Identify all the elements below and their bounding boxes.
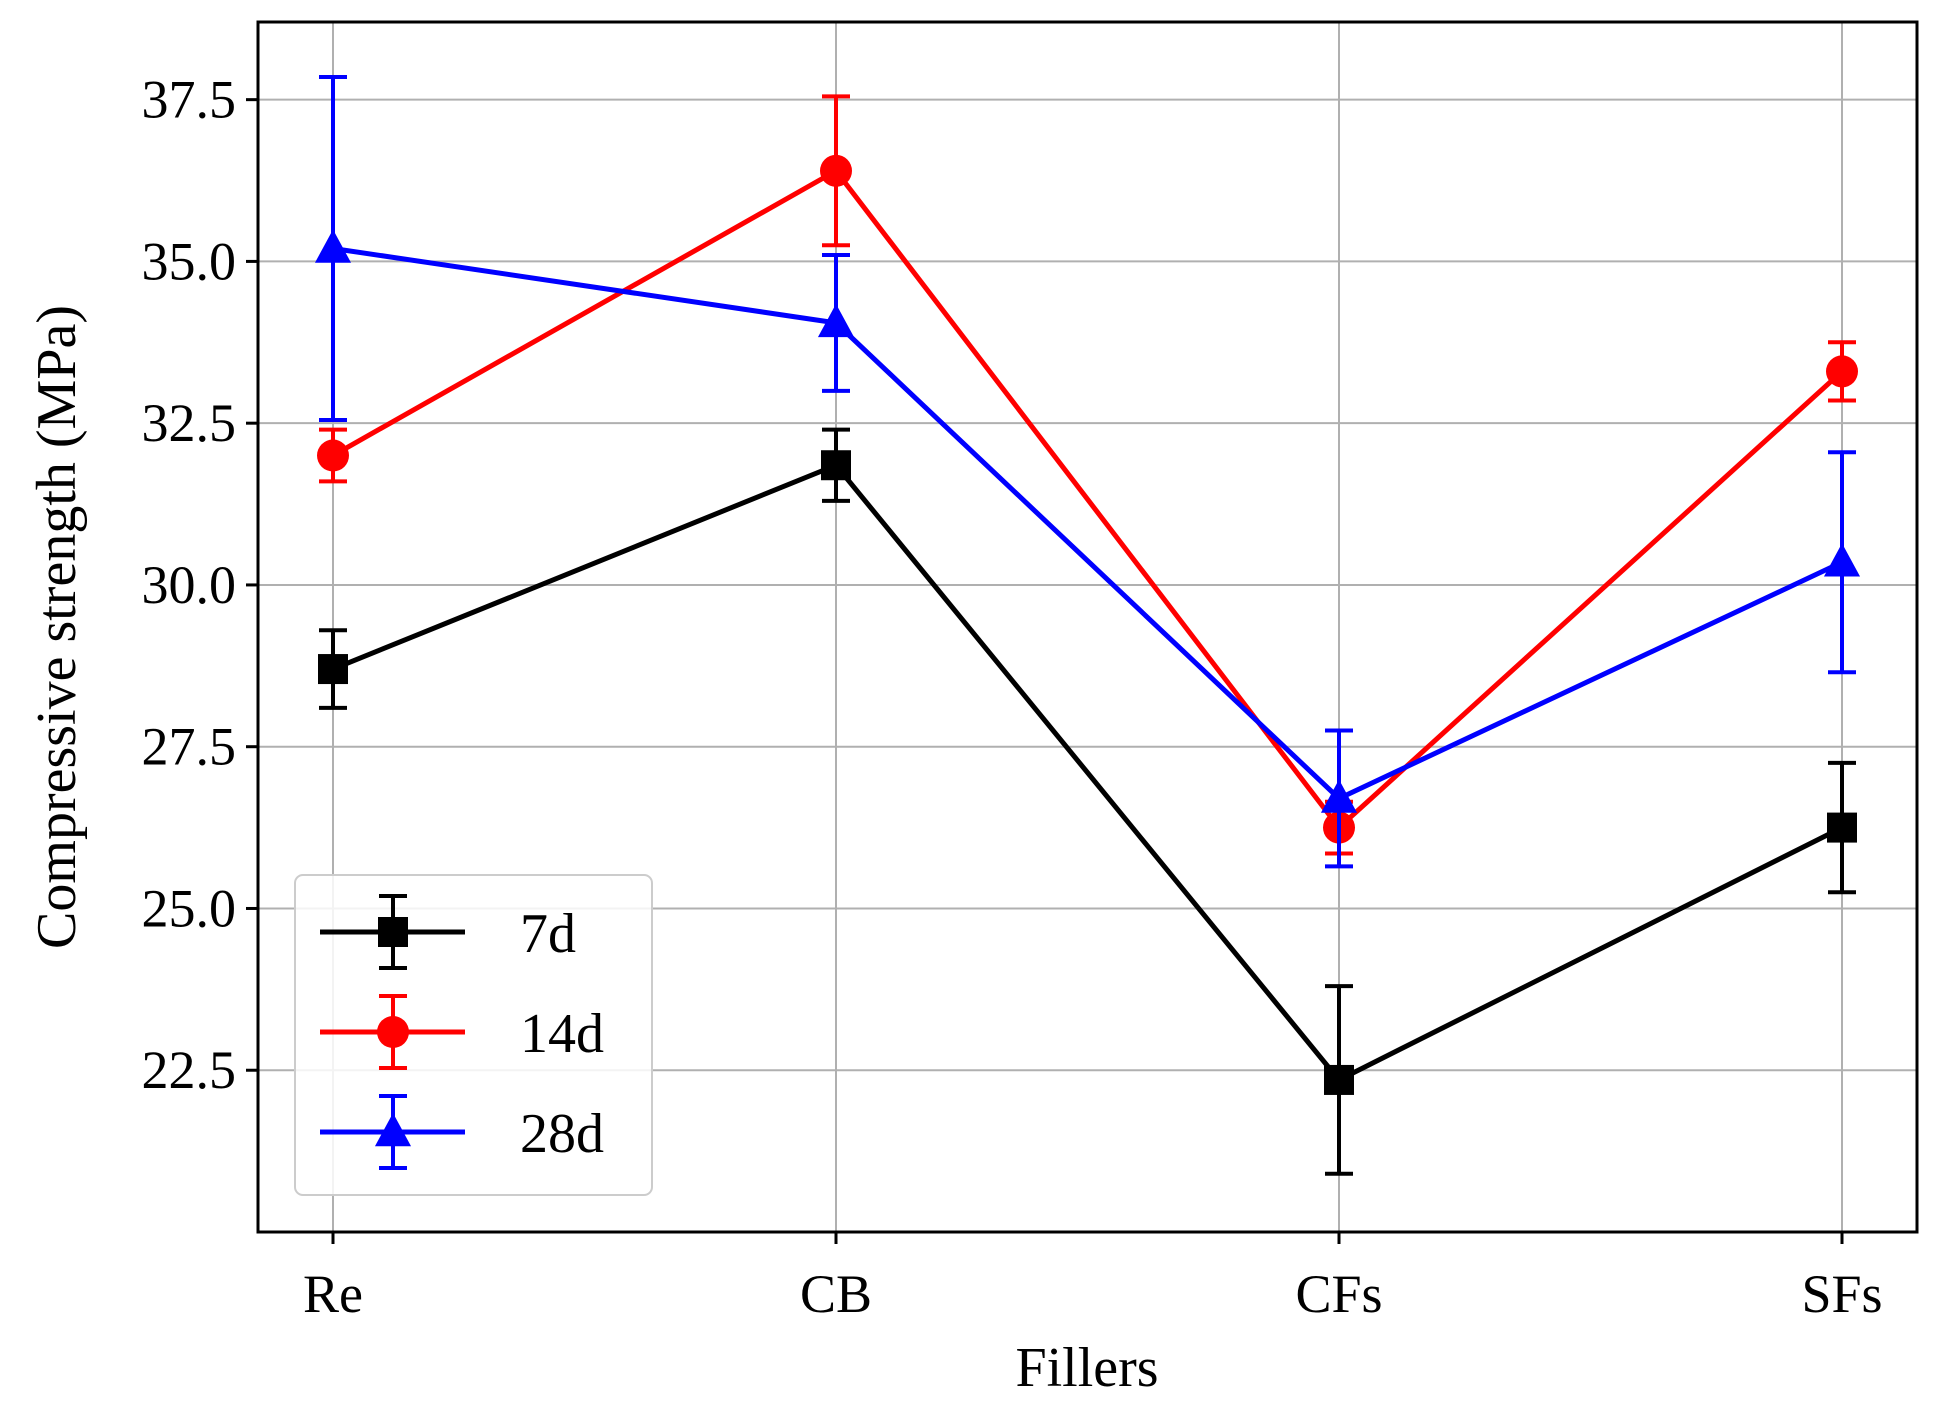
y-tick-label: 25.0 bbox=[142, 878, 237, 938]
y-tick-label: 37.5 bbox=[142, 70, 237, 130]
data-point-28d bbox=[1823, 543, 1861, 577]
y-tick-label: 35.0 bbox=[142, 231, 237, 291]
series-line-28d bbox=[332, 245, 1844, 802]
y-tick-label: 27.5 bbox=[142, 717, 237, 777]
series-28d bbox=[314, 75, 1861, 869]
data-point-14d bbox=[317, 439, 349, 472]
data-point-14d bbox=[1826, 355, 1858, 388]
legend-frame bbox=[294, 874, 653, 1196]
series-line-7d bbox=[332, 462, 1844, 1084]
data-point-28d bbox=[314, 229, 352, 263]
legend-entry-28d: 28d bbox=[320, 1094, 604, 1170]
series-line-14d bbox=[331, 167, 1844, 832]
plot-area-frame bbox=[256, 20, 1919, 1234]
legend-marker bbox=[374, 1113, 412, 1147]
legend-entry-7d: 7d bbox=[320, 894, 576, 970]
data-point-28d bbox=[1320, 779, 1358, 813]
data-point-7d bbox=[1827, 812, 1857, 843]
y-axis-label: Compressive strength (MPa) bbox=[26, 305, 88, 949]
legend-label: 28d bbox=[520, 1103, 604, 1165]
data-point-7d bbox=[821, 450, 851, 481]
y-tick-label: 22.5 bbox=[142, 1040, 237, 1100]
x-tick-label: CFs bbox=[1295, 1264, 1382, 1324]
legend-label: 7d bbox=[520, 903, 576, 965]
y-tick-label: 30.0 bbox=[142, 555, 237, 615]
axis-ticks: 22.5 25.0 27.5 30.0 32.5 35.0 37.5 Re CB CFs SFs bbox=[142, 70, 1883, 1324]
data-point-7d bbox=[1324, 1064, 1354, 1095]
data-point-7d bbox=[318, 654, 348, 685]
data-point-14d bbox=[820, 154, 852, 187]
x-tick-label: Re bbox=[303, 1264, 363, 1324]
x-axis-label: Fillers bbox=[1015, 1337, 1158, 1399]
legend-marker bbox=[378, 917, 408, 947]
legend: 7d 14d 28d bbox=[294, 874, 653, 1196]
y-tick-label: 32.5 bbox=[142, 393, 237, 453]
legend-entry-14d: 14d bbox=[320, 994, 604, 1070]
legend-label: 14d bbox=[520, 1003, 604, 1065]
legend-marker bbox=[377, 1016, 409, 1048]
data-point-28d bbox=[817, 303, 855, 338]
x-tick-label: SFs bbox=[1801, 1264, 1882, 1324]
series-layer bbox=[314, 75, 1861, 1176]
series-14d bbox=[317, 94, 1858, 856]
x-tick-label: CB bbox=[800, 1264, 872, 1324]
series-7d bbox=[318, 427, 1857, 1176]
